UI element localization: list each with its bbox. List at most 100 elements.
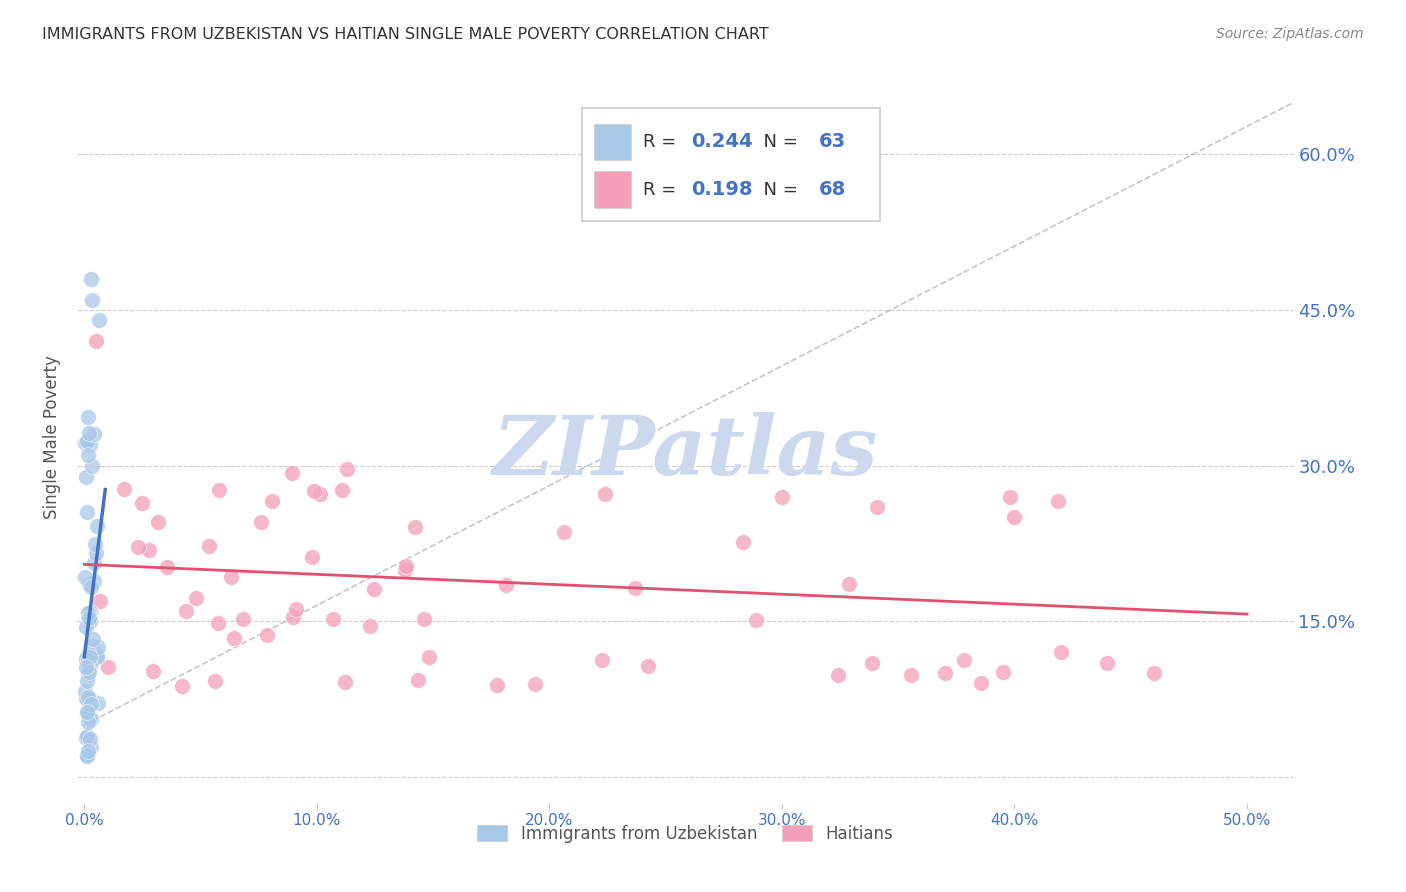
- Point: [75, 469, 97, 483]
- Point: [281, 610, 304, 624]
- FancyBboxPatch shape: [595, 171, 631, 208]
- Point: [86, 518, 108, 533]
- FancyBboxPatch shape: [595, 124, 631, 160]
- Point: [593, 487, 616, 501]
- Point: [77, 698, 100, 712]
- Text: IMMIGRANTS FROM UZBEKISTAN VS HAITIAN SINGLE MALE POVERTY CORRELATION CHART: IMMIGRANTS FROM UZBEKISTAN VS HAITIAN SI…: [42, 27, 769, 42]
- Point: [138, 543, 160, 558]
- Point: [79, 732, 101, 747]
- Point: [495, 578, 517, 592]
- Point: [198, 540, 221, 554]
- Point: [256, 628, 278, 642]
- Point: [208, 483, 231, 497]
- Point: [748, 168, 770, 182]
- Point: [76, 690, 98, 704]
- Point: [76, 505, 98, 519]
- Point: [637, 658, 659, 673]
- Point: [953, 652, 976, 666]
- Text: 0.198: 0.198: [692, 180, 754, 199]
- Point: [394, 563, 416, 577]
- Point: [827, 668, 849, 682]
- Point: [79, 691, 101, 706]
- Point: [97, 660, 120, 674]
- Point: [76, 667, 98, 681]
- Point: [260, 493, 283, 508]
- Point: [1046, 493, 1069, 508]
- Point: [75, 436, 97, 450]
- Point: [76, 410, 98, 425]
- Point: [860, 656, 883, 670]
- Point: [76, 748, 98, 763]
- Point: [142, 664, 165, 678]
- Text: R =: R =: [643, 180, 682, 199]
- Point: [82, 632, 104, 647]
- Point: [413, 612, 436, 626]
- FancyBboxPatch shape: [582, 108, 880, 221]
- Point: [131, 496, 153, 510]
- Point: [89, 594, 111, 608]
- Point: [77, 425, 100, 440]
- Text: ZIPatlas: ZIPatlas: [492, 412, 879, 491]
- Point: [900, 667, 922, 681]
- Point: [127, 540, 149, 554]
- Point: [79, 658, 101, 673]
- Point: [76, 729, 98, 743]
- Point: [1143, 666, 1166, 681]
- Point: [80, 580, 103, 594]
- Point: [83, 427, 105, 442]
- Point: [77, 577, 100, 591]
- Point: [1000, 490, 1022, 504]
- Point: [80, 639, 103, 653]
- Point: [83, 537, 105, 551]
- Point: [186, 591, 208, 605]
- Point: [112, 483, 135, 497]
- Point: [77, 653, 100, 667]
- Point: [174, 604, 197, 618]
- Point: [76, 649, 98, 664]
- Point: [84, 546, 107, 560]
- Point: [77, 647, 100, 661]
- Point: [406, 673, 429, 688]
- Point: [79, 665, 101, 679]
- Point: [83, 574, 105, 589]
- Point: [553, 525, 575, 540]
- Text: 68: 68: [820, 180, 846, 199]
- Point: [77, 744, 100, 758]
- Point: [308, 487, 330, 501]
- Point: [744, 613, 766, 627]
- Point: [79, 614, 101, 628]
- Point: [302, 483, 325, 498]
- Point: [80, 293, 103, 307]
- Text: N =: N =: [752, 180, 804, 199]
- Point: [1097, 656, 1119, 670]
- Point: [76, 749, 98, 764]
- Point: [79, 606, 101, 620]
- Point: [77, 655, 100, 669]
- Point: [75, 570, 97, 584]
- Text: R =: R =: [643, 133, 682, 151]
- Point: [322, 612, 344, 626]
- Point: [418, 650, 440, 665]
- Point: [77, 448, 100, 462]
- Point: [80, 740, 103, 755]
- Y-axis label: Single Male Poverty: Single Male Poverty: [44, 355, 62, 519]
- Text: 0.244: 0.244: [692, 132, 754, 152]
- Point: [624, 582, 647, 596]
- Point: [363, 582, 385, 597]
- Text: 63: 63: [820, 132, 846, 152]
- Point: [970, 676, 993, 690]
- Point: [79, 650, 101, 665]
- Point: [75, 691, 97, 706]
- Point: [221, 570, 243, 584]
- Point: [80, 458, 103, 473]
- Point: [330, 483, 353, 498]
- Point: [77, 610, 100, 624]
- Point: [87, 696, 110, 710]
- Point: [75, 620, 97, 634]
- Point: [395, 558, 418, 573]
- Point: [77, 708, 100, 723]
- Point: [1004, 510, 1026, 524]
- Point: [89, 313, 111, 327]
- Point: [359, 619, 381, 633]
- Point: [75, 684, 97, 698]
